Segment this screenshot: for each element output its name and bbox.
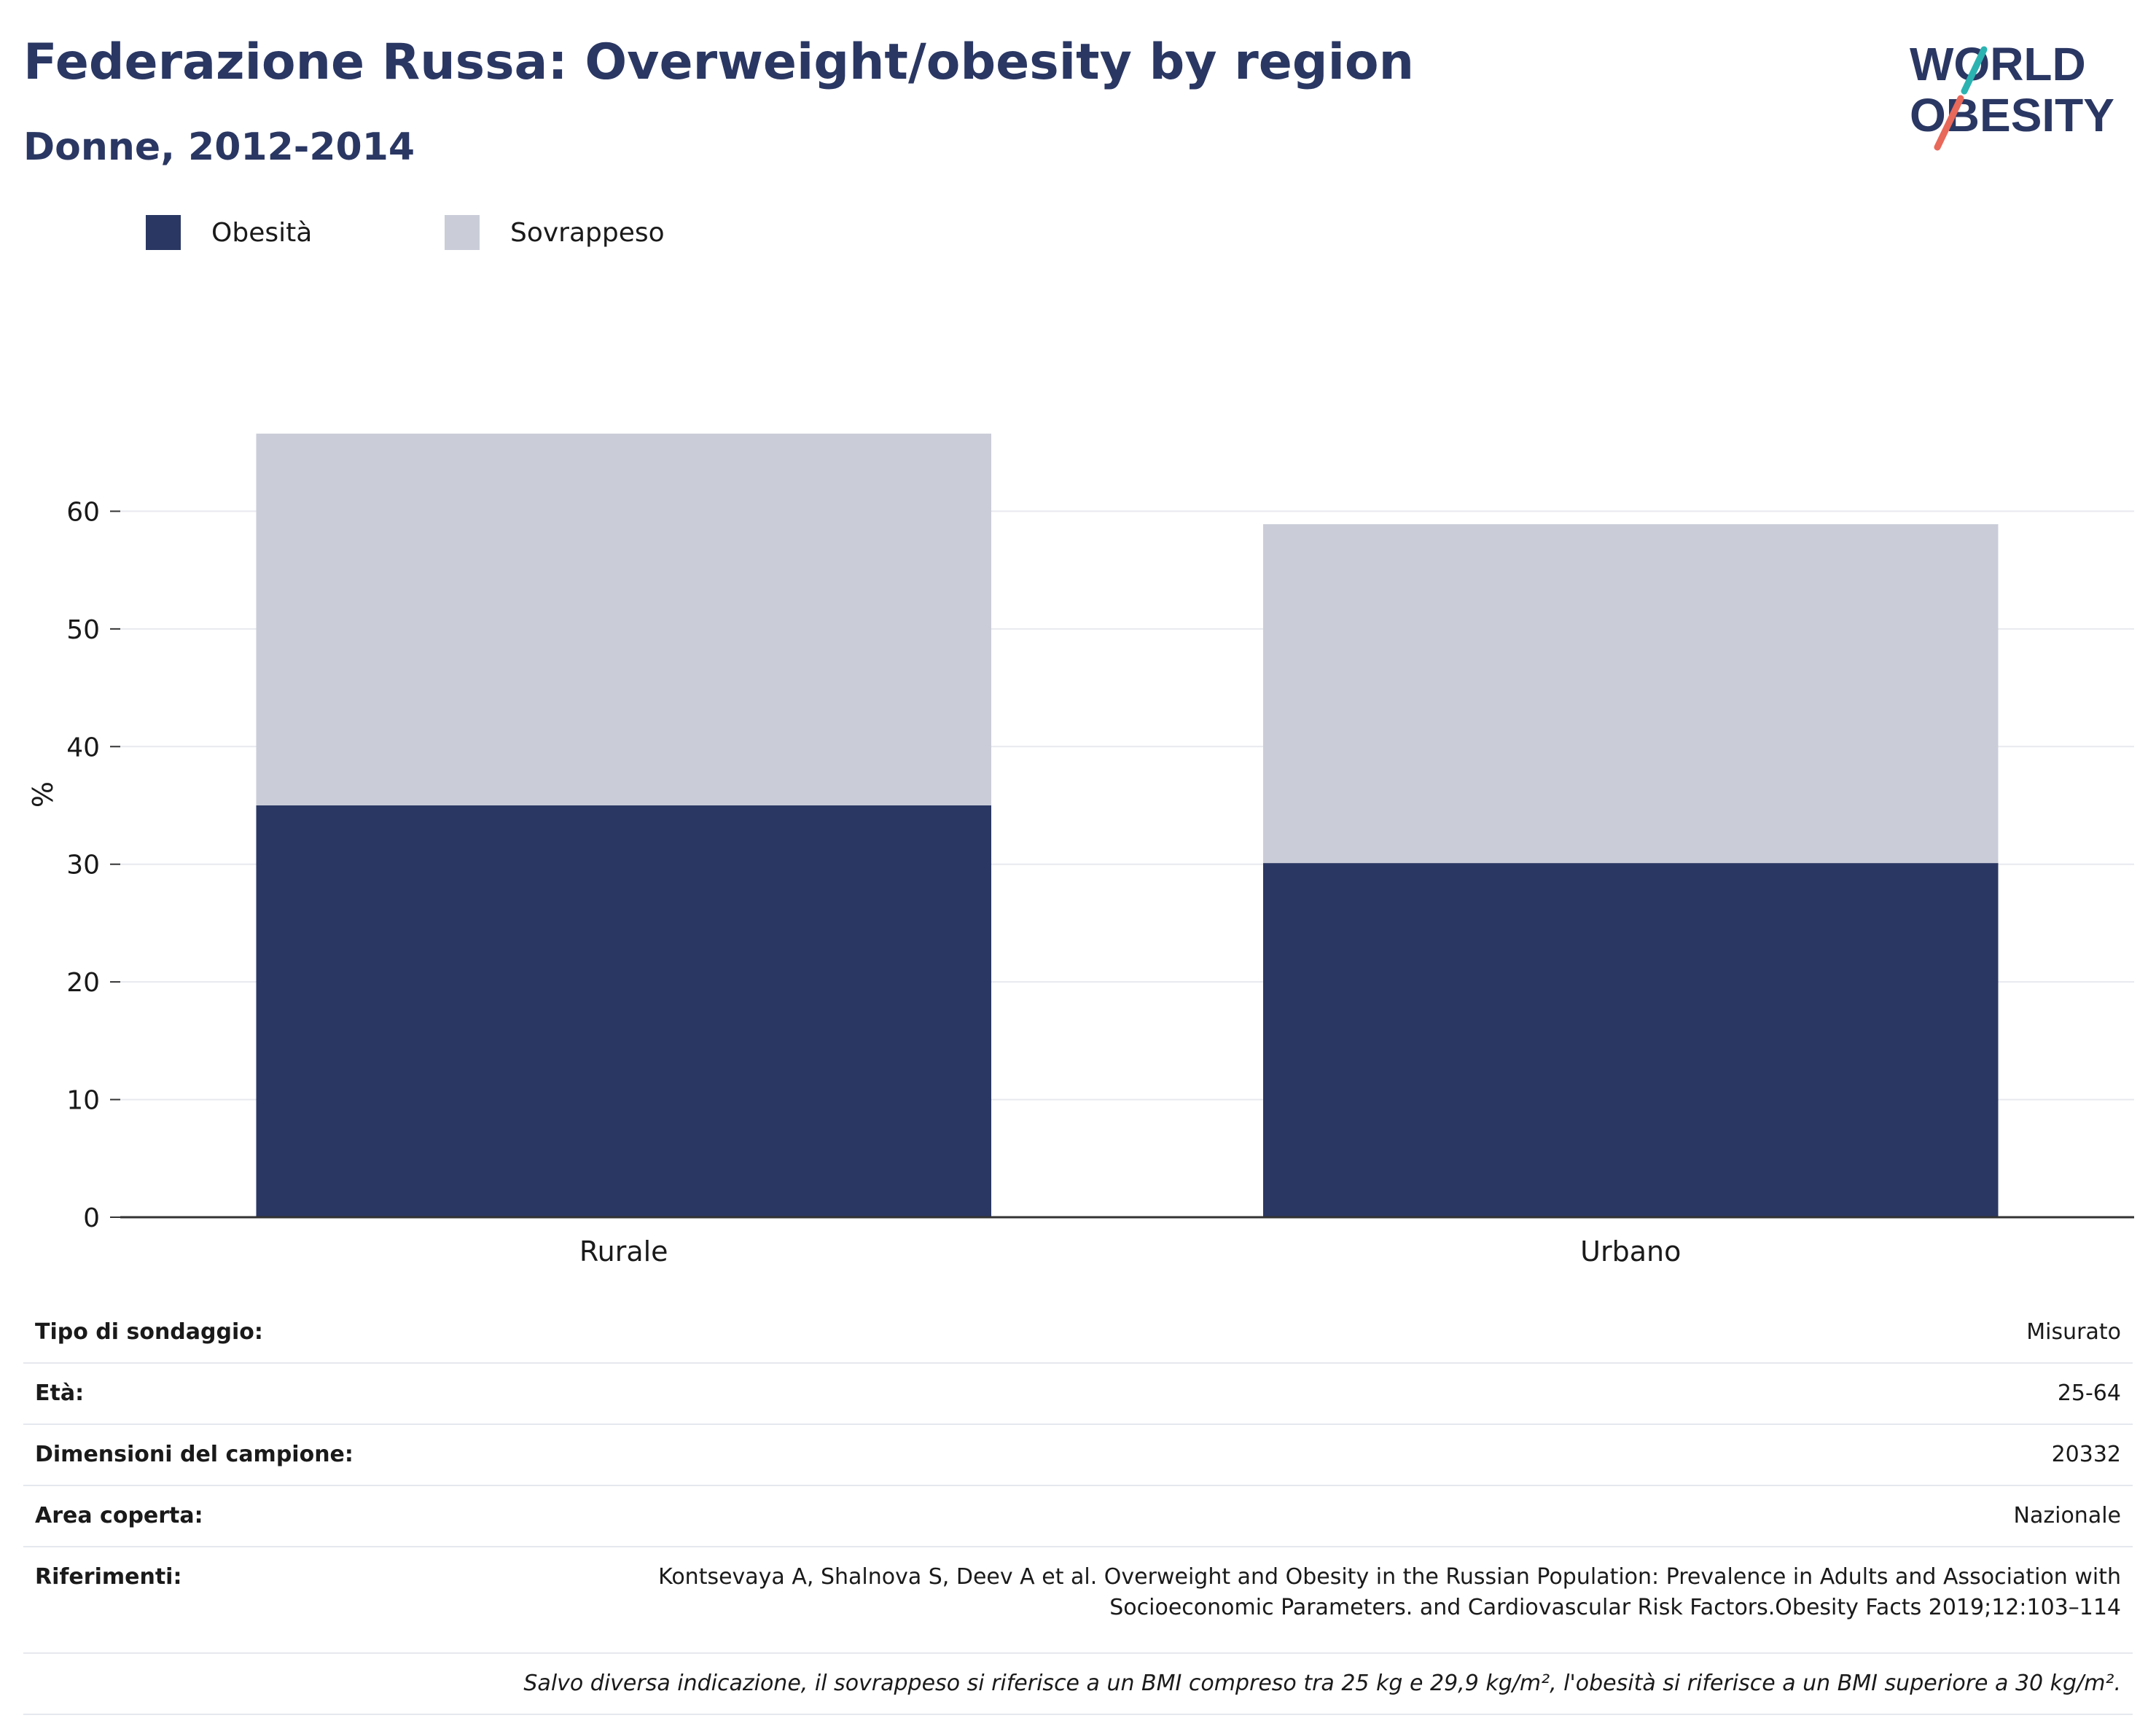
y-axis-title: % [27, 781, 59, 808]
y-tick-label: 20 [66, 968, 100, 998]
info-label: Tipo di sondaggio: [23, 1303, 557, 1364]
references-line-2: Socioeconomic Parameters. and Cardiovasc… [1109, 1595, 2121, 1620]
y-tick-label: 60 [66, 497, 100, 527]
info-row-age: Età: 25-64 [23, 1363, 2133, 1425]
references-line-1: Kontsevaya A, Shalnova S, Deev A et al. … [658, 1564, 2121, 1590]
y-tick-label: 50 [66, 615, 100, 645]
info-value: 25-64 [557, 1363, 2133, 1425]
y-tick-label: 0 [83, 1203, 100, 1233]
references-text: Kontsevaya A, Shalnova S, Deev A et al. … [557, 1547, 2133, 1654]
bar-sovrappeso-urbano [1263, 524, 1999, 864]
stacked-bar-chart: 0 10 20 30 40 50 60 Rurale Urbano % [27, 433, 2134, 1268]
chart-subtitle: Donne, 2012-2014 [23, 125, 415, 169]
x-tick-label: Urbano [1580, 1235, 1681, 1268]
info-row-survey-type: Tipo di sondaggio: Misurato [23, 1303, 2133, 1364]
legend-item-sovrappeso: Sovrappeso [445, 215, 665, 250]
y-tick-label: 30 [66, 851, 100, 880]
x-tick-label: Rurale [579, 1235, 668, 1268]
info-label: Area coperta: [23, 1485, 557, 1547]
y-tick-label: 40 [66, 733, 100, 762]
chart-title: Federazione Russa: Overweight/obesity by… [23, 34, 1415, 91]
logo-line-1: WORLD [1910, 38, 2086, 90]
info-row-note: Salvo diversa indicazione, il sovrappeso… [23, 1653, 2133, 1715]
legend-label-sovrappeso: Sovrappeso [510, 217, 665, 248]
legend-label-obesita: Obesità [211, 217, 313, 248]
legend-swatch-sovrappeso [445, 215, 480, 250]
references-label: Riferimenti: [23, 1547, 557, 1654]
legend-swatch-obesita [146, 215, 181, 250]
info-value: Nazionale [557, 1485, 2133, 1547]
bar-obesit-rurale [256, 805, 991, 1217]
bar-sovrappeso-rurale [256, 433, 991, 805]
world-obesity-logo: WORLD OBESITY [1910, 38, 2114, 151]
info-row-references: Riferimenti: Kontsevaya A, Shalnova S, D… [23, 1547, 2133, 1654]
axes: 0 10 20 30 40 50 60 Rurale Urbano [66, 497, 2134, 1268]
info-value: 20332 [557, 1424, 2133, 1486]
legend-item-obesita: Obesità [146, 215, 312, 250]
info-value: Misurato [557, 1303, 2133, 1364]
info-table: Tipo di sondaggio: Misurato Età: 25-64 D… [23, 1303, 2133, 1715]
info-row-area: Area coperta: Nazionale [23, 1485, 2133, 1547]
bar-obesit-urbano [1263, 863, 1999, 1217]
info-label: Dimensioni del campione: [23, 1424, 557, 1486]
bars [256, 433, 1999, 1217]
y-tick-label: 10 [66, 1086, 100, 1116]
info-row-sample-size: Dimensioni del campione: 20332 [23, 1424, 2133, 1486]
bmi-note: Salvo diversa indicazione, il sovrappeso… [23, 1653, 2133, 1715]
info-label: Età: [23, 1363, 557, 1425]
